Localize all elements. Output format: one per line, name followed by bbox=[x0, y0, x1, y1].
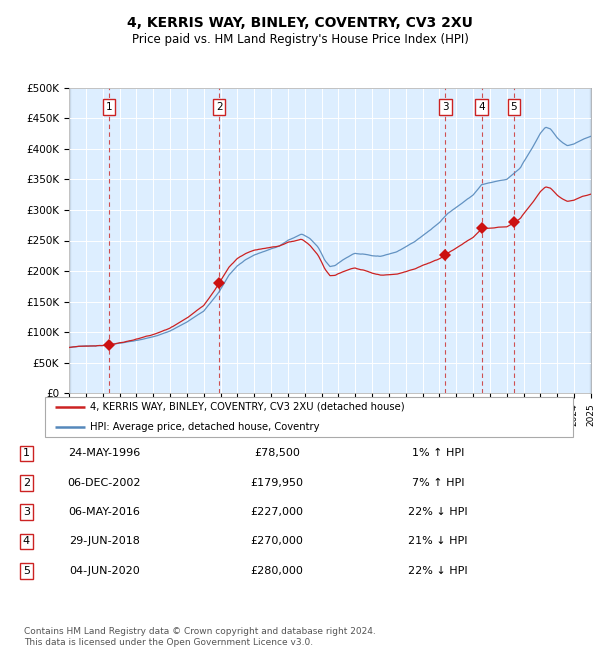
Text: 06-DEC-2002: 06-DEC-2002 bbox=[67, 478, 141, 488]
Text: 24-MAY-1996: 24-MAY-1996 bbox=[68, 448, 140, 458]
Text: 5: 5 bbox=[23, 566, 30, 576]
Text: 06-MAY-2016: 06-MAY-2016 bbox=[68, 507, 140, 517]
Text: 21% ↓ HPI: 21% ↓ HPI bbox=[409, 536, 468, 547]
Text: £78,500: £78,500 bbox=[254, 448, 300, 458]
Text: Price paid vs. HM Land Registry's House Price Index (HPI): Price paid vs. HM Land Registry's House … bbox=[131, 32, 469, 46]
Text: HPI: Average price, detached house, Coventry: HPI: Average price, detached house, Cove… bbox=[90, 422, 319, 432]
Text: 3: 3 bbox=[442, 102, 449, 112]
Text: 22% ↓ HPI: 22% ↓ HPI bbox=[409, 507, 468, 517]
Text: 2: 2 bbox=[216, 102, 223, 112]
Text: £280,000: £280,000 bbox=[251, 566, 304, 576]
Text: 7% ↑ HPI: 7% ↑ HPI bbox=[412, 478, 464, 488]
Text: 3: 3 bbox=[23, 507, 30, 517]
Text: 4: 4 bbox=[23, 536, 30, 547]
Text: 04-JUN-2020: 04-JUN-2020 bbox=[69, 566, 140, 576]
Text: 1: 1 bbox=[23, 448, 30, 458]
Text: 2: 2 bbox=[23, 478, 30, 488]
FancyBboxPatch shape bbox=[45, 396, 573, 437]
Text: Contains HM Land Registry data © Crown copyright and database right 2024.
This d: Contains HM Land Registry data © Crown c… bbox=[24, 627, 376, 647]
Text: 4, KERRIS WAY, BINLEY, COVENTRY, CV3 2XU (detached house): 4, KERRIS WAY, BINLEY, COVENTRY, CV3 2XU… bbox=[90, 402, 404, 411]
Text: 5: 5 bbox=[511, 102, 517, 112]
Text: 1% ↑ HPI: 1% ↑ HPI bbox=[412, 448, 464, 458]
Text: £179,950: £179,950 bbox=[250, 478, 304, 488]
Text: £227,000: £227,000 bbox=[250, 507, 304, 517]
Text: 22% ↓ HPI: 22% ↓ HPI bbox=[409, 566, 468, 576]
Text: £270,000: £270,000 bbox=[251, 536, 304, 547]
Text: 29-JUN-2018: 29-JUN-2018 bbox=[69, 536, 140, 547]
Text: 4: 4 bbox=[478, 102, 485, 112]
Text: 4, KERRIS WAY, BINLEY, COVENTRY, CV3 2XU: 4, KERRIS WAY, BINLEY, COVENTRY, CV3 2XU bbox=[127, 16, 473, 31]
Text: 1: 1 bbox=[106, 102, 112, 112]
